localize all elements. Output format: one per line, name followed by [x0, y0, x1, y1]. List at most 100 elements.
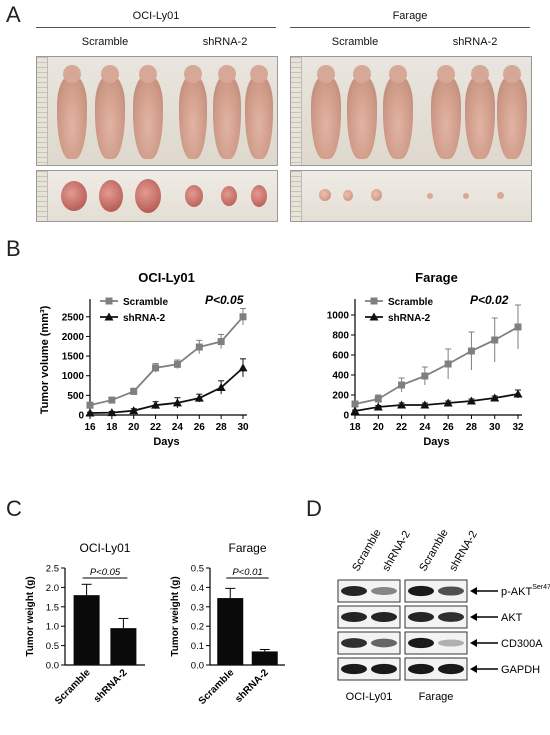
mouse [133, 75, 163, 159]
y-tick-label: 0.0 [46, 661, 59, 672]
data-point [130, 387, 138, 395]
protein-band [341, 638, 367, 648]
tumor-weight-chart-farage: Farage 0.0 0.1 0.2 0.3 0.4 0.5 Tumor weight (g)… [170, 541, 285, 707]
data-point [466, 396, 476, 405]
tumor [427, 193, 433, 199]
series-line [354, 326, 519, 405]
data-point [374, 395, 382, 403]
data-point [443, 398, 453, 407]
tumor [99, 180, 123, 212]
y-tick-label: 1.5 [46, 602, 59, 613]
x-tick-label: 18 [106, 422, 118, 433]
mouse-head [101, 65, 119, 83]
y-tick-label: 0.5 [46, 641, 59, 652]
blot-strip [404, 579, 468, 603]
tumor [463, 193, 469, 199]
tumor-volume-chart-oci-ly01: OCI-Ly01 0 500 1000 1500 2000 2500 16 18 20 22 24 26… [39, 270, 249, 448]
mouse [465, 75, 495, 159]
data-point [513, 389, 523, 398]
arrow-head [470, 613, 477, 621]
x-tick-label: 22 [396, 422, 408, 433]
bar [73, 595, 100, 665]
protein-label: GAPDH [501, 664, 540, 676]
protein-band [438, 639, 464, 647]
blot-strip [337, 605, 401, 629]
x-tick-label: 18 [349, 422, 361, 433]
data-point [491, 336, 499, 344]
x-tick-label: 16 [84, 422, 96, 433]
protein-band [408, 585, 434, 597]
x-tick-label: 26 [194, 422, 206, 433]
data-point [239, 313, 247, 321]
arrow-head [470, 587, 477, 595]
condition-label-shrna: shRNA-2 [452, 36, 498, 48]
protein-band [341, 612, 367, 622]
y-tick-label: 800 [332, 331, 349, 342]
protein-band [408, 612, 434, 622]
protein-band [408, 663, 434, 675]
bar [251, 651, 278, 665]
x-axis-label: Days [153, 436, 179, 448]
p-value-annotation: P<0.05 [205, 293, 244, 307]
lane-label: Scramble [417, 527, 451, 573]
cell-line-label: OCI-Ly01 [346, 691, 393, 703]
blot-strip [404, 605, 468, 629]
x-tick-label: 30 [237, 422, 249, 433]
tumor [371, 189, 382, 201]
blot-strip [404, 657, 468, 681]
lane-label: shRNA-2 [447, 529, 480, 574]
chart-title: OCI-Ly01 [80, 541, 131, 555]
x-tick-label: shRNA-2 [233, 667, 271, 705]
y-axis-label: Tumor weight (g) [170, 576, 181, 656]
mice-photo-farage [290, 56, 532, 166]
x-tick-label: 24 [172, 422, 184, 433]
series-line [89, 316, 244, 407]
blot-strip [337, 631, 401, 655]
mouse-head [139, 65, 157, 83]
legend-label: shRNA-2 [388, 313, 431, 324]
lane-label: shRNA-2 [380, 529, 413, 574]
data-point [397, 400, 407, 409]
legend-marker [370, 297, 378, 305]
data-point [350, 406, 360, 415]
data-point [514, 323, 522, 331]
protein-band [438, 663, 464, 675]
mouse [383, 75, 413, 159]
y-tick-label: 0.1 [191, 641, 204, 652]
protein-band [371, 638, 397, 648]
tumor [185, 185, 203, 207]
data-point [398, 381, 406, 389]
mouse [213, 75, 241, 159]
x-tick-label: 20 [373, 422, 385, 433]
cell-line-label: Farage [419, 691, 454, 703]
protein-superscript: Ser473 [532, 584, 550, 591]
ruler [291, 171, 302, 221]
y-tick-label: 0.2 [191, 622, 204, 633]
ruler [37, 171, 48, 221]
protein-band [371, 612, 397, 622]
data-point [194, 393, 204, 402]
x-tick-label: 28 [216, 422, 228, 433]
x-tick-label: 32 [512, 422, 524, 433]
y-tick-label: 1500 [62, 352, 85, 363]
mouse-head [389, 65, 407, 83]
y-tick-label: 2.5 [46, 564, 59, 575]
data-point [421, 372, 429, 380]
tumor-photo-oci-ly01 [36, 170, 278, 222]
data-point [238, 363, 248, 372]
protein-label: p-AKTSer473 [501, 584, 550, 598]
mouse [347, 75, 377, 159]
protein-band [408, 637, 434, 649]
y-tick-label: 0 [343, 411, 349, 422]
tumor-weight-chart-oci-ly01: OCI-Ly01 0.0 0.5 1.0 1.5 2.0 2.5 Tumor weight (… [25, 541, 145, 707]
y-tick-label: 500 [67, 391, 84, 402]
y-tick-label: 600 [332, 351, 349, 362]
x-tick-label: 30 [489, 422, 501, 433]
mouse [57, 75, 87, 159]
panel-label-c: C [6, 496, 22, 521]
protein-band [438, 612, 464, 622]
data-point [151, 400, 161, 409]
legend-label: shRNA-2 [123, 313, 166, 324]
bar [110, 628, 137, 665]
